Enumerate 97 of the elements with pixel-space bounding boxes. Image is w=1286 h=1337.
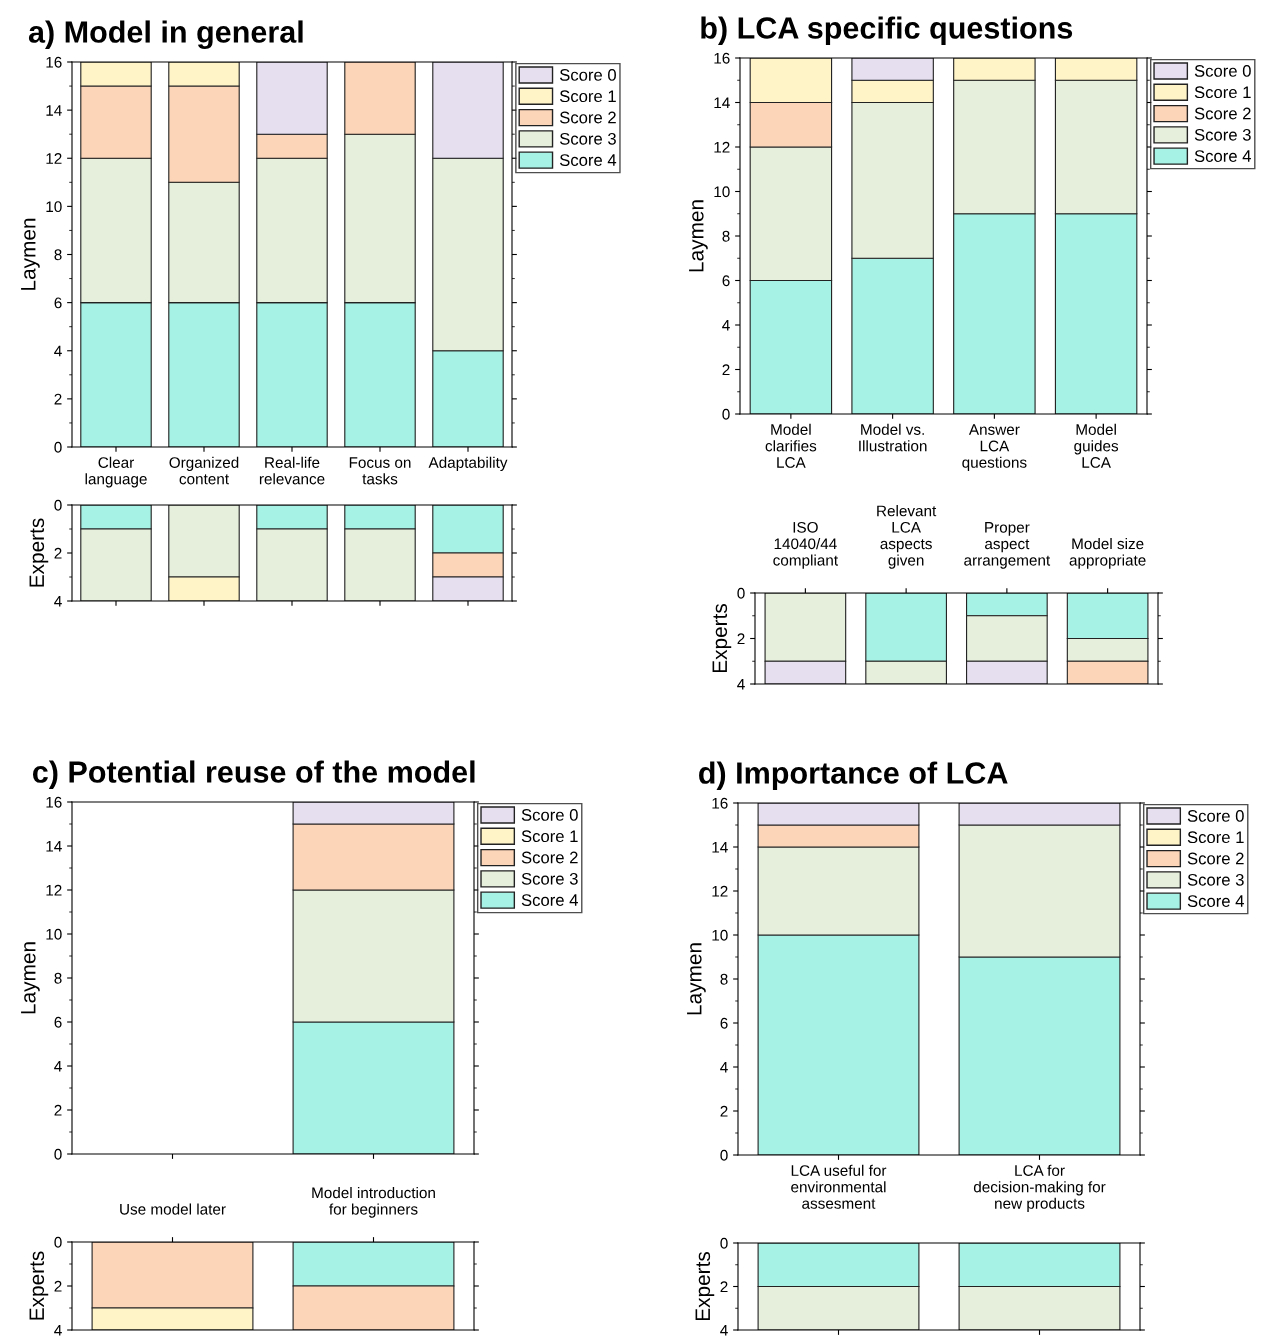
legend-label: Score 4	[521, 894, 578, 906]
y-tick-label: 0	[54, 499, 62, 511]
y-axis-title: Experts	[712, 603, 732, 673]
y-tick-label: 2	[722, 364, 730, 376]
x-tick-label: Answer LCA questions	[962, 424, 1027, 471]
chart-title: b) LCA specific questions	[701, 16, 1073, 45]
y-tick-label: 2	[54, 1280, 62, 1292]
legend-label: Score 4	[559, 154, 617, 166]
y-tick-label: 2	[720, 1105, 728, 1117]
y-tick-label: 16	[46, 56, 62, 68]
y-tick-label: 0	[720, 1149, 728, 1161]
legend-label: Score 1	[1194, 86, 1251, 99]
x-tick-label: Clear language	[85, 456, 147, 488]
x-tick-label: Organized content	[169, 456, 239, 485]
x-tick-label: ISO 14040/44 compliant	[773, 521, 838, 569]
x-tick-label: Model size appropriate	[1069, 538, 1146, 569]
y-tick-label: 14	[714, 97, 730, 109]
y-tick-label: 14	[712, 842, 728, 853]
y-tick-label: 8	[722, 230, 730, 242]
y-tick-label: 4	[54, 345, 62, 357]
y-tick-label: 6	[54, 297, 62, 309]
y-tick-label: 0	[722, 408, 730, 420]
legend-label: Score 3	[559, 132, 616, 145]
y-tick-label: 0	[54, 1236, 62, 1248]
y-tick-label: 4	[720, 1062, 728, 1073]
legend-label: Score 4	[1194, 150, 1251, 162]
y-tick-label: 8	[54, 972, 62, 984]
y-tick-label: 16	[46, 796, 62, 808]
chart-title: c) Potential reuse of the model	[32, 760, 475, 789]
y-tick-label: 2	[54, 1104, 62, 1116]
x-tick-label: Adaptability	[428, 456, 508, 471]
x-tick-label: LCA useful for environmental assesment	[791, 1164, 887, 1209]
y-tick-label: 8	[54, 249, 62, 261]
y-tick-label: 6	[722, 275, 730, 287]
y-tick-label: 14	[46, 841, 62, 852]
x-tick-label: Model vs. Illustration	[859, 423, 927, 452]
legend-label: Score 0	[1187, 810, 1244, 822]
x-tick-label: LCA for decision-making for new products	[973, 1164, 1106, 1212]
y-tick-label: 10	[712, 929, 728, 941]
y-tick-label: 0	[737, 587, 745, 599]
x-tick-label: Use model later	[120, 1203, 226, 1215]
y-tick-label: 10	[46, 201, 62, 213]
y-axis-title: Laymen	[21, 218, 40, 290]
x-tick-label: Model introduction for beginners	[312, 1187, 435, 1218]
legend-label: Score 3	[1194, 128, 1251, 141]
legend-label: Score 2	[1194, 107, 1251, 120]
y-tick-label: 12	[712, 885, 728, 897]
y-tick-label: 6	[54, 1016, 62, 1028]
legend-label: Score 0	[1194, 65, 1251, 77]
x-tick-label: Focus on tasks	[349, 457, 411, 485]
y-tick-label: 0	[54, 1148, 62, 1160]
x-tick-label: Relevant LCA aspects given	[877, 505, 937, 569]
y-tick-label: 4	[722, 320, 730, 331]
y-tick-label: 16	[714, 52, 730, 64]
y-tick-label: 0	[54, 441, 62, 453]
y-tick-label: 2	[54, 393, 62, 405]
y-axis-title: Laymen	[689, 200, 708, 272]
y-tick-label: 14	[46, 105, 62, 116]
y-tick-label: 10	[714, 186, 730, 198]
legend-label: Score 1	[559, 90, 616, 103]
legend-label: Score 2	[1187, 852, 1244, 865]
y-axis-title: Experts	[29, 518, 49, 587]
y-tick-label: 4	[54, 1325, 62, 1336]
x-tick-label: Model guides LCA	[1074, 423, 1119, 468]
y-tick-label: 8	[720, 973, 728, 985]
y-tick-label: 2	[720, 1281, 728, 1293]
chart-title: d) Importance of LCA	[699, 761, 1008, 790]
y-tick-label: 6	[720, 1017, 728, 1029]
y-axis-title: Experts	[29, 1251, 49, 1320]
y-tick-label: 4	[54, 1061, 62, 1072]
y-tick-label: 10	[46, 928, 62, 940]
legend-label: Score 2	[559, 111, 616, 124]
y-tick-label: 2	[737, 633, 745, 645]
y-axis-title: Experts	[695, 1251, 715, 1321]
x-tick-label: Real-life relevance	[259, 456, 325, 485]
x-tick-label: Model clarifies LCA	[765, 423, 817, 468]
legend-label: Score 2	[521, 851, 578, 864]
y-tick-label: 12	[46, 884, 62, 896]
y-tick-label: 16	[712, 797, 728, 809]
legend-label: Score 3	[521, 872, 578, 885]
x-tick-label: Proper aspect arrangement	[964, 522, 1051, 569]
legend-label: Score 3	[1187, 873, 1244, 886]
y-tick-label: 0	[720, 1237, 728, 1249]
legend-label: Score 0	[559, 69, 616, 81]
y-axis-title: Laymen	[687, 943, 706, 1015]
y-tick-label: 12	[46, 153, 62, 164]
y-tick-label: 4	[737, 679, 745, 690]
chart-title: a) Model in general	[28, 20, 303, 50]
y-tick-label: 4	[54, 596, 62, 607]
legend-label: Score 4	[1187, 895, 1244, 907]
legend-label: Score 1	[1187, 831, 1244, 844]
y-tick-label: 4	[720, 1325, 728, 1336]
legend-label: Score 1	[521, 830, 578, 843]
y-axis-title: Laymen	[21, 942, 40, 1014]
y-tick-label: 12	[714, 141, 730, 153]
y-tick-label: 2	[54, 547, 62, 559]
legend-label: Score 0	[521, 809, 578, 821]
